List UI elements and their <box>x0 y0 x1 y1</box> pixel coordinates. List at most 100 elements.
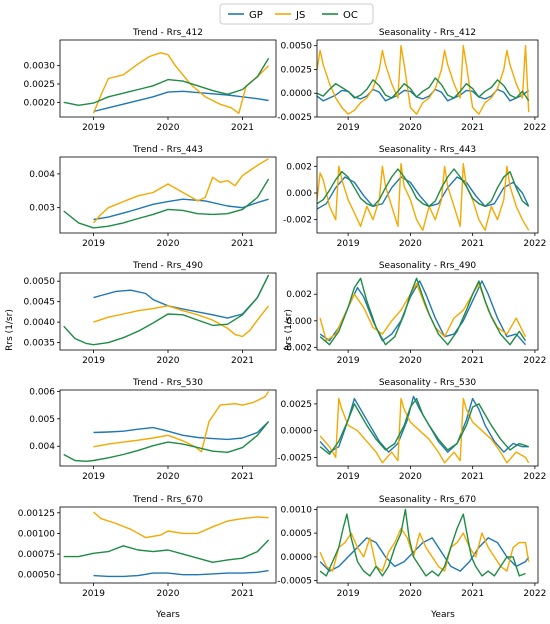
x-tick-label: 2020 <box>157 123 180 133</box>
series-line-js <box>92 52 270 114</box>
panel-title: Seasonality - Rrs_443 <box>379 145 476 155</box>
y-tick-label: -0.0025 <box>277 453 312 463</box>
series-line-oc <box>63 57 270 106</box>
series-line-oc <box>319 277 527 346</box>
y-tick-label: 0.00075 <box>18 550 55 560</box>
x-tick-label: 2022 <box>523 589 546 599</box>
series-line-gp <box>93 274 270 319</box>
y-axis-label-left: Rrs (1/sr) <box>5 309 15 351</box>
panel-title: Seasonality - Rrs_670 <box>379 495 477 505</box>
series-line-oc <box>319 508 526 577</box>
series-line-oc <box>63 274 270 346</box>
panel-3: Seasonality - Rrs_443 2019 2020 2021 2022 -0.… <box>283 145 546 249</box>
y-tick-label: 0.0000 <box>281 427 313 437</box>
series-line-js <box>319 397 530 464</box>
x-tick-label: 2021 <box>461 123 484 133</box>
series-line-gp <box>319 537 530 572</box>
x-tick-label: 2022 <box>523 356 546 366</box>
series-line-js <box>93 305 270 338</box>
panel-title: Seasonality - Rrs_490 <box>379 261 477 271</box>
x-tick-label: 2019 <box>82 589 105 599</box>
series-line-js <box>93 391 270 453</box>
panels: Trend - Rrs_412 2019 2020 2021 0.0020 0.0025 0… <box>18 28 547 599</box>
x-tick-label: 2020 <box>157 589 180 599</box>
panel-title: Trend - Rrs_490 <box>132 261 203 271</box>
x-tick-label: 2021 <box>231 472 254 482</box>
y-tick-label: 0.0030 <box>24 62 56 72</box>
y-tick-label: -0.0025 <box>277 113 312 123</box>
panel-6: Trend - Rrs_530 2019 2020 2021 0.004 0.005 0.0… <box>29 378 277 482</box>
x-tick-label: 2019 <box>82 123 105 133</box>
legend-frame <box>219 3 374 25</box>
x-tick-label: 2021 <box>461 589 484 599</box>
x-tick-label: 2021 <box>231 589 254 599</box>
plot-frame <box>316 389 539 467</box>
panel-title: Trend - Rrs_670 <box>132 495 203 505</box>
panel-title: Seasonality - Rrs_412 <box>379 28 476 38</box>
y-tick-label: 0.0025 <box>24 80 56 90</box>
plot-frame <box>59 272 277 351</box>
x-tick-label: 2021 <box>461 472 484 482</box>
panel-title: Trend - Rrs_530 <box>132 378 203 388</box>
panel-title: Seasonality - Rrs_530 <box>379 378 477 388</box>
x-tick-label: 2020 <box>399 356 422 366</box>
y-tick-label: -0.002 <box>283 216 312 226</box>
plot-frame <box>59 389 277 467</box>
series-line-gp <box>319 395 529 453</box>
x-tick-label: 2021 <box>461 239 484 249</box>
series-line-gp <box>93 569 269 578</box>
x-tick-label: 2022 <box>523 472 546 482</box>
y-tick-label: 0.00100 <box>18 529 55 539</box>
series-line-gp <box>93 90 269 113</box>
x-tick-label: 2020 <box>157 356 180 366</box>
x-tick-label: 2020 <box>399 123 422 133</box>
x-tick-label: 2021 <box>231 123 254 133</box>
x-tick-label: 2020 <box>157 239 180 249</box>
x-tick-label: 2019 <box>82 472 105 482</box>
x-tick-label: 2020 <box>399 589 422 599</box>
series-line-oc <box>63 421 270 462</box>
y-tick-label: 0.0010 <box>281 505 313 515</box>
series-line-js <box>317 163 530 231</box>
plot-frame <box>59 156 277 234</box>
series-line-oc <box>317 77 530 102</box>
x-tick-label: 2019 <box>82 356 105 366</box>
y-tick-label: 0.0045 <box>24 298 56 308</box>
y-tick-label: 0.003 <box>29 204 55 214</box>
y-tick-label: 0.0000 <box>281 89 313 99</box>
x-tick-label: 2022 <box>523 239 546 249</box>
y-tick-label: 0.00050 <box>18 571 55 581</box>
y-tick-label: 0.0025 <box>281 65 313 75</box>
x-tick-label: 2019 <box>337 123 360 133</box>
y-tick-label: 0.0020 <box>24 98 56 108</box>
plot-frame <box>316 506 539 584</box>
series-line-js <box>319 527 530 572</box>
plot-frame <box>316 39 539 118</box>
legend-label-oc: OC <box>343 10 358 21</box>
plot-frame <box>316 272 539 351</box>
x-tick-label: 2020 <box>399 239 422 249</box>
panel-title: Trend - Rrs_443 <box>132 145 203 155</box>
y-tick-label: 0.000 <box>286 317 312 327</box>
y-tick-label: 0.00125 <box>18 509 55 519</box>
x-tick-label: 2021 <box>231 356 254 366</box>
x-tick-label: 2021 <box>461 356 484 366</box>
y-tick-label: -0.0005 <box>277 577 312 587</box>
x-tick-label: 2019 <box>82 239 105 249</box>
legend-label-gp: GP <box>249 10 263 21</box>
y-tick-label: 0.006 <box>29 387 55 397</box>
x-tick-label: 2019 <box>337 356 360 366</box>
x-axis-label-right: Years <box>430 610 455 620</box>
plot-frame <box>316 156 539 234</box>
y-tick-label: -0.002 <box>283 343 312 353</box>
legend: GP JS OC <box>219 3 374 25</box>
panel-1: Seasonality - Rrs_412 2019 2020 2021 2022 -0.… <box>277 28 546 133</box>
series-line-gp <box>319 280 527 346</box>
series-line-gp <box>93 421 270 441</box>
series-line-oc <box>317 168 530 207</box>
panel-4: Trend - Rrs_490 2019 2020 2021 0.0035 0.0040 0… <box>24 261 277 366</box>
y-tick-label: 0.0025 <box>281 400 313 410</box>
panel-0: Trend - Rrs_412 2019 2020 2021 0.0020 0.0025 0… <box>24 28 277 133</box>
y-tick-label: 0.004 <box>29 442 55 452</box>
